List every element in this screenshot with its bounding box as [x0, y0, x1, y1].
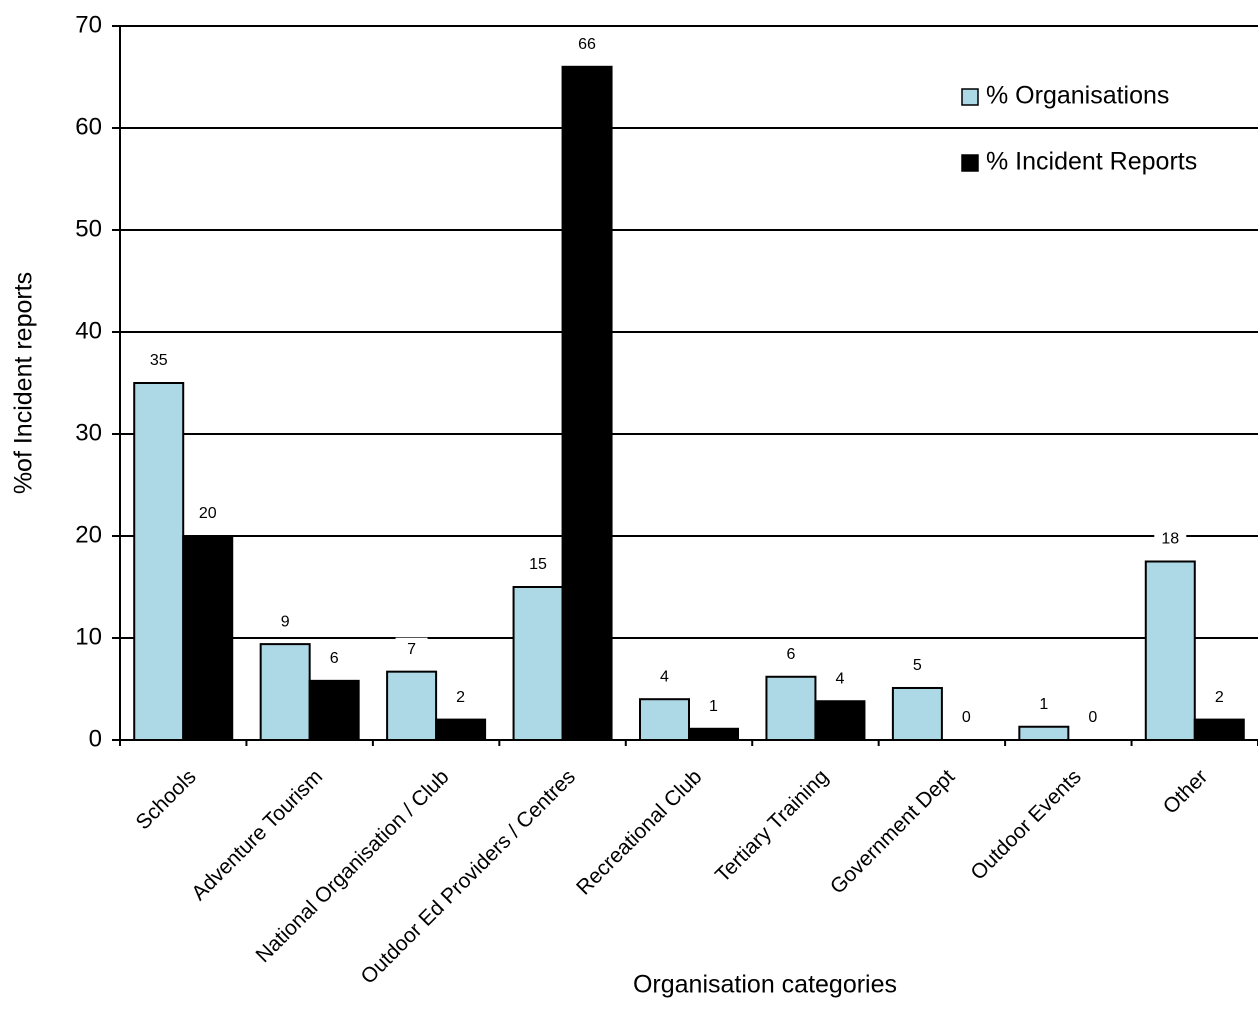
bar — [182, 535, 234, 741]
x-tick-label: Other — [1159, 765, 1212, 818]
bar — [561, 65, 613, 742]
value-label: 6 — [786, 646, 795, 663]
label-bg — [901, 653, 934, 676]
value-label: 1 — [1039, 696, 1048, 713]
bar — [765, 675, 817, 742]
label-bg — [1154, 527, 1187, 550]
x-tick-label: Outdoor Events — [966, 765, 1085, 884]
x-axis-label: Organisation categories — [633, 971, 897, 999]
label-bg — [318, 646, 351, 669]
label-bg — [142, 349, 175, 371]
label-bg — [522, 553, 555, 575]
y-tick-label: 70 — [75, 11, 102, 38]
bar — [435, 718, 487, 741]
y-tick-label: 20 — [75, 521, 102, 548]
label-bg — [191, 502, 224, 524]
y-tick-label: 30 — [75, 419, 102, 446]
y-axis-label: %of Incident reports — [10, 272, 38, 494]
label-bg — [1203, 685, 1236, 708]
y-tick-label: 10 — [75, 623, 102, 650]
bar — [814, 700, 866, 741]
bar — [1144, 560, 1196, 741]
legend-swatch — [961, 88, 979, 106]
label-bg — [269, 610, 302, 633]
bar — [308, 679, 360, 742]
bar — [1018, 725, 1070, 741]
label-bg — [1076, 706, 1109, 728]
value-label: 0 — [962, 709, 971, 726]
bar — [891, 686, 943, 741]
bar — [133, 382, 185, 741]
y-tick-label: 50 — [75, 215, 102, 242]
x-tick-label: Government Dept — [826, 765, 960, 899]
bar — [259, 643, 311, 741]
label-bg — [571, 32, 604, 55]
value-label: 18 — [1161, 531, 1179, 548]
value-label: 15 — [529, 556, 547, 573]
value-label: 4 — [660, 668, 669, 685]
label-bg — [395, 637, 428, 660]
label-bg — [950, 706, 983, 728]
bar — [688, 727, 739, 742]
legend-label: % Incident Reports — [986, 148, 1197, 176]
value-label: 5 — [913, 657, 922, 674]
y-tick-label: 60 — [75, 113, 102, 140]
value-label: 6 — [330, 650, 339, 667]
value-label: 2 — [456, 689, 465, 706]
value-label: 7 — [407, 641, 416, 658]
value-label: 35 — [150, 352, 168, 369]
value-label: 4 — [835, 670, 844, 687]
x-tick-label: Outdoor Ed Providers / Centres — [357, 765, 580, 988]
label-bg — [1027, 692, 1060, 715]
bar — [386, 670, 438, 741]
label-bg — [444, 685, 477, 708]
x-tick-label: Recreational Club — [572, 765, 706, 899]
x-tick-label: Adventure Tourism — [187, 765, 327, 905]
x-tick-label: Schools — [132, 765, 201, 834]
bar — [639, 698, 690, 742]
label-bg — [823, 667, 856, 690]
value-label: 1 — [709, 698, 718, 715]
value-label: 2 — [1215, 689, 1224, 706]
label-bg — [697, 694, 730, 717]
label-bg — [774, 642, 807, 665]
value-label: 9 — [281, 613, 290, 630]
value-label: 0 — [1088, 709, 1097, 726]
bar — [512, 586, 564, 741]
label-bg — [648, 665, 681, 688]
value-label: 66 — [578, 36, 596, 53]
legend-swatch — [961, 154, 979, 172]
y-tick-label: 0 — [89, 725, 102, 752]
bar — [1193, 718, 1245, 741]
x-tick-label: Tertiary Training — [711, 765, 833, 887]
value-label: 20 — [199, 505, 217, 522]
legend-label: % Organisations — [986, 82, 1169, 110]
y-tick-label: 40 — [75, 317, 102, 344]
